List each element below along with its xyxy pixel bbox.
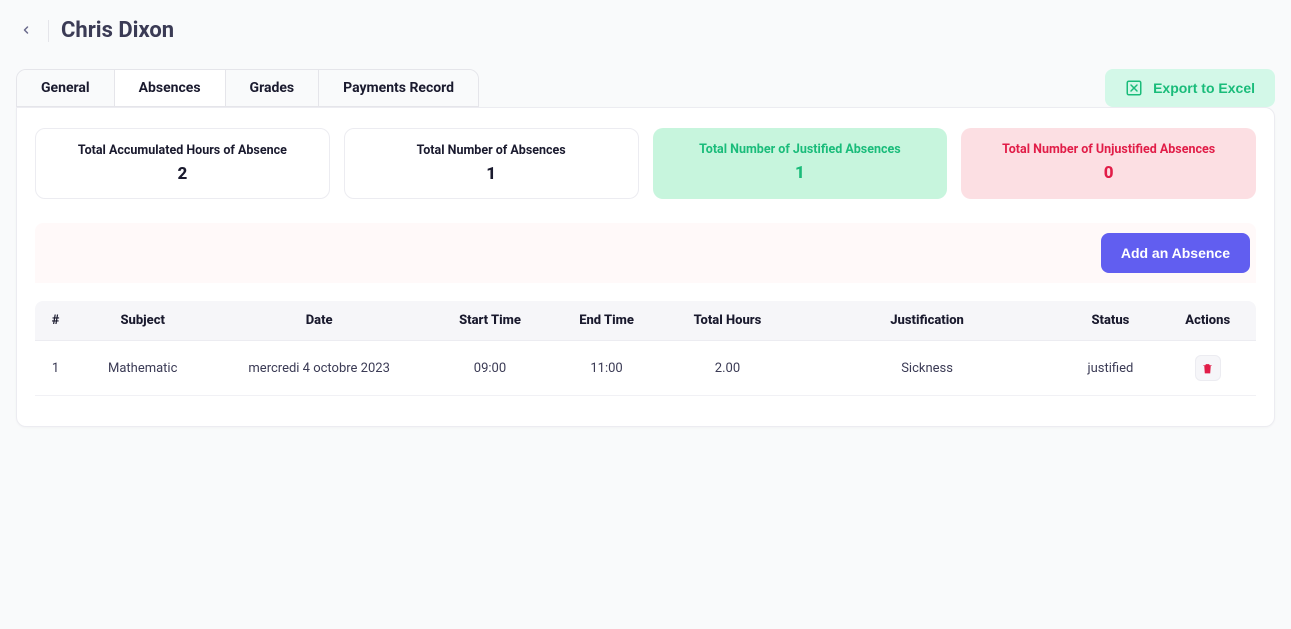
stat-justified: Total Number of Justified Absences 1: [653, 128, 948, 199]
cell-start: 09:00: [429, 341, 551, 396]
cell-date: mercredi 4 octobre 2023: [209, 341, 429, 396]
back-button[interactable]: [16, 16, 36, 45]
cell-actions: [1159, 341, 1256, 396]
cell-subject: Mathematic: [76, 341, 209, 396]
tab-absences[interactable]: Absences: [115, 70, 226, 107]
tab-grades[interactable]: Grades: [226, 70, 320, 106]
cell-hours: 2.00: [662, 341, 793, 396]
stat-value: 2: [46, 164, 319, 184]
col-end: End Time: [551, 301, 662, 341]
stat-value: 1: [355, 164, 628, 184]
tabs: General Absences Grades Payments Record: [16, 69, 479, 107]
stat-label: Total Number of Unjustified Absences: [971, 142, 1246, 157]
chevron-left-icon: [20, 24, 32, 36]
col-subject: Subject: [76, 301, 209, 341]
add-absence-button[interactable]: Add an Absence: [1101, 233, 1250, 273]
col-status: Status: [1061, 301, 1159, 341]
cell-end: 11:00: [551, 341, 662, 396]
cell-justification: Sickness: [793, 341, 1062, 396]
col-justification: Justification: [793, 301, 1062, 341]
header-divider: [48, 20, 49, 42]
stat-total-absences: Total Number of Absences 1: [344, 128, 639, 199]
table-header-row: # Subject Date Start Time End Time Total…: [35, 301, 1256, 341]
stat-value: 0: [971, 163, 1246, 183]
stat-accumulated-hours: Total Accumulated Hours of Absence 2: [35, 128, 330, 199]
tab-general[interactable]: General: [17, 70, 115, 106]
stats-row: Total Accumulated Hours of Absence 2 Tot…: [35, 128, 1256, 199]
stat-unjustified: Total Number of Unjustified Absences 0: [961, 128, 1256, 199]
stat-label: Total Accumulated Hours of Absence: [46, 143, 319, 158]
page-header: Chris Dixon: [16, 16, 1275, 45]
col-actions: Actions: [1159, 301, 1256, 341]
excel-icon: [1125, 79, 1143, 97]
tab-payments[interactable]: Payments Record: [319, 70, 478, 106]
col-hours: Total Hours: [662, 301, 793, 341]
toolbar: General Absences Grades Payments Record …: [16, 69, 1275, 107]
cell-index: 1: [35, 341, 76, 396]
export-label: Export to Excel: [1153, 80, 1255, 96]
table-row: 1 Mathematic mercredi 4 octobre 2023 09:…: [35, 341, 1256, 396]
stat-label: Total Number of Absences: [355, 143, 628, 158]
col-date: Date: [209, 301, 429, 341]
table-actions-row: Add an Absence: [35, 223, 1256, 283]
col-start: Start Time: [429, 301, 551, 341]
col-index: #: [35, 301, 76, 341]
delete-row-button[interactable]: [1195, 355, 1221, 381]
absences-table: # Subject Date Start Time End Time Total…: [35, 301, 1256, 396]
page-title: Chris Dixon: [61, 18, 174, 43]
cell-status: justified: [1061, 341, 1159, 396]
absences-card: Total Accumulated Hours of Absence 2 Tot…: [16, 107, 1275, 427]
trash-icon: [1201, 362, 1214, 375]
stat-label: Total Number of Justified Absences: [663, 142, 938, 157]
stat-value: 1: [663, 163, 938, 183]
export-excel-button[interactable]: Export to Excel: [1105, 69, 1275, 107]
